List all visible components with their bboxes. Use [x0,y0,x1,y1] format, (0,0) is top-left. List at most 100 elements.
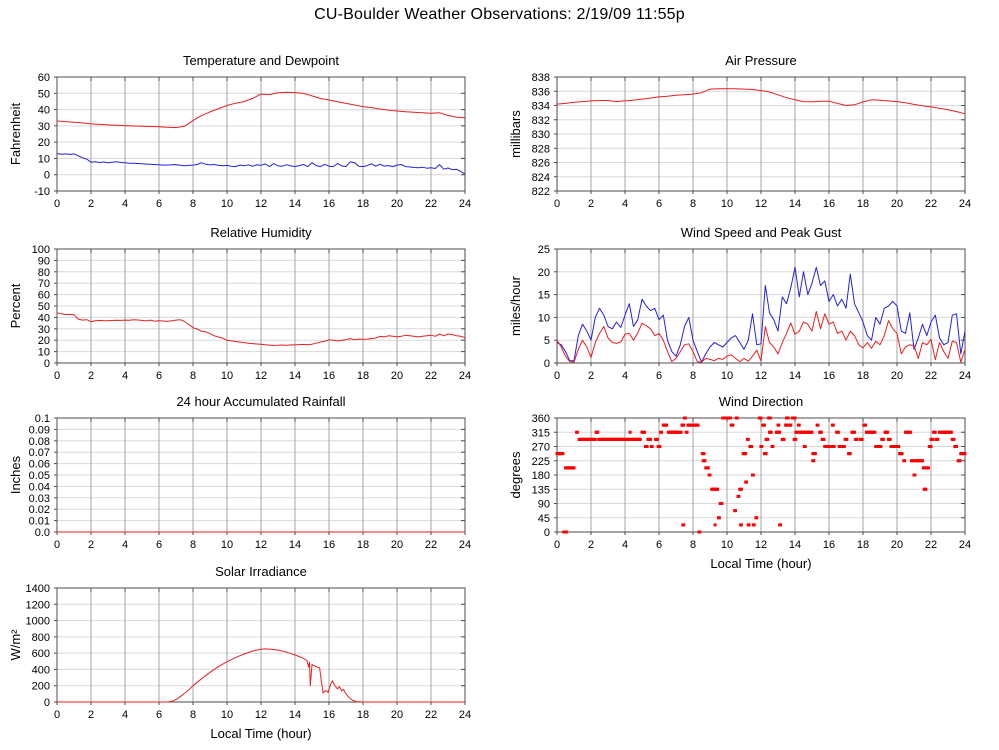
y-tick-label: 400 [32,664,50,676]
x-tick-label: 10 [221,370,233,382]
x-tick-label: 8 [190,709,196,721]
y-axis-label: miles/hour [508,275,523,336]
x-tick-label: 6 [156,539,162,551]
y-tick-label: 30 [38,324,50,336]
y-tick-label: 0.09 [29,424,50,436]
y-tick-label: 15 [538,290,550,302]
y-tick-label: 20 [38,137,50,149]
x-tick-label: 16 [323,198,335,210]
chart-title: Wind Speed and Peak Gust [681,225,842,240]
x-tick-label: 12 [755,370,767,382]
x-tick-label: 12 [255,709,267,721]
y-tick-label: 180 [532,470,550,482]
chart-rainfall: 24 hour Accumulated Rainfall 0 2 4 6 8 10 12 14 1… [0,386,500,580]
y-tick-label: 0.04 [29,481,50,493]
chart-title: Wind Direction [719,394,804,409]
x-tick-label: 16 [323,709,335,721]
chart-air-pressure: Air Pressure 0 2 4 6 8 10 12 14 16 18 20 22 24 822 824 8… [500,45,999,239]
chart-title: Relative Humidity [210,225,312,240]
x-tick-label: 2 [88,370,94,382]
y-tick-label: 360 [532,413,550,425]
x-tick-label: 6 [656,198,662,210]
x-axis-label: Local Time (hour) [210,726,311,741]
chart-wind-speed-gust: Wind Speed and Peak Gust 0 2 4 6 8 10 12 14 16 18 2… [500,217,999,411]
x-tick-label: 8 [190,539,196,551]
tick-marks [54,76,466,194]
x-tick-label: 16 [323,370,335,382]
x-tick-label: 0 [54,539,60,551]
x-tick-label: 12 [755,198,767,210]
x-tick-label: 0 [554,370,560,382]
x-tick-label: 22 [925,370,937,382]
y-tick-label: 10 [538,312,550,324]
gridlines [56,587,466,703]
y-tick-label: 0.02 [29,504,50,516]
x-tick-label: 14 [289,370,301,382]
y-tick-label: 1200 [26,599,50,611]
x-tick-label: 10 [221,198,233,210]
x-tick-label: 4 [122,198,128,210]
y-tick-label: 832 [532,115,550,127]
y-tick-label: 80 [38,267,50,279]
y-axis-label: W/m² [8,629,23,661]
x-tick-label: 24 [959,539,971,551]
y-tick-label: 838 [532,72,550,84]
x-tick-label: 10 [721,539,733,551]
x-tick-label: 20 [891,539,903,551]
page-title: CU-Boulder Weather Observations: 2/19/09… [314,6,685,23]
y-tick-label: 836 [532,86,550,98]
x-tick-label: 18 [357,370,369,382]
x-tick-label: 20 [391,370,403,382]
y-axis-label: degrees [508,451,523,498]
chart-temperature-dewpoint: Temperature and Dewpoint 0 2 4 6 8 10 12 14 16 18 2… [0,45,500,239]
y-tick-label: 225 [532,456,550,468]
y-axis-label: Fahrenheit [8,103,23,166]
tick-marks [554,248,966,366]
x-tick-label: 6 [656,370,662,382]
x-tick-label: 10 [221,709,233,721]
x-tick-label: 24 [959,370,971,382]
y-tick-label: 0 [544,358,550,370]
x-tick-label: 20 [391,539,403,551]
tick-marks [54,587,466,705]
x-tick-label: 4 [622,539,628,551]
x-tick-label: 20 [891,198,903,210]
x-tick-label: 14 [289,539,301,551]
y-axis-label: Percent [8,283,23,328]
x-tick-label: 4 [622,370,628,382]
x-axis-label: Local Time (hour) [710,556,811,571]
y-tick-label: 0 [544,527,550,539]
x-tick-label: 8 [190,198,196,210]
y-tick-label: 0.0 [35,527,50,539]
x-tick-label: 4 [122,539,128,551]
x-tick-label: 0 [54,709,60,721]
series-peak-gust [556,266,966,363]
x-tick-label: 24 [459,198,471,210]
x-tick-label: 2 [88,709,94,721]
series-dewpoint [56,153,466,175]
chart-relative-humidity: Relative Humidity 0 2 4 6 8 10 12 14 16 18 20 22 24 0 1… [0,217,500,411]
y-tick-label: 0 [44,697,50,709]
chart-title: Temperature and Dewpoint [183,53,339,68]
y-tick-label: -10 [34,186,50,198]
series-wind-speed [556,311,966,363]
x-tick-label: 20 [891,370,903,382]
tick-marks [554,417,966,535]
y-tick-label: 70 [38,278,50,290]
x-tick-label: 0 [554,539,560,551]
x-tick-label: 8 [690,539,696,551]
gridlines [556,248,966,364]
x-tick-label: 16 [823,539,835,551]
y-tick-label: 40 [38,312,50,324]
y-tick-label: 800 [32,632,50,644]
gridlines [556,417,966,533]
series-pressure [556,88,966,115]
x-tick-label: 6 [156,709,162,721]
y-tick-label: 10 [38,153,50,165]
x-tick-label: 22 [925,198,937,210]
x-tick-label: 18 [357,539,369,551]
y-tick-label: 824 [532,172,550,184]
